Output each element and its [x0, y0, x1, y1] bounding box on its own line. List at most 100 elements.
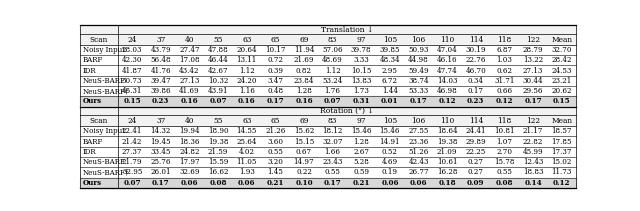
- Text: 0.07: 0.07: [124, 179, 141, 187]
- Text: 0.82: 0.82: [296, 66, 312, 74]
- Text: 30.44: 30.44: [523, 77, 543, 85]
- Text: Noisy Input: Noisy Input: [83, 46, 125, 54]
- Bar: [80, 25, 576, 34]
- Text: 17.08: 17.08: [179, 56, 200, 64]
- Text: 0.59: 0.59: [353, 168, 369, 176]
- Text: 0.18: 0.18: [438, 179, 456, 187]
- Text: 21.59: 21.59: [208, 148, 228, 156]
- Text: Ours: Ours: [83, 97, 102, 106]
- Text: 0.16: 0.16: [295, 97, 313, 106]
- Text: 48.69: 48.69: [322, 56, 343, 64]
- Text: 0.27: 0.27: [468, 168, 484, 176]
- Text: 114: 114: [468, 117, 483, 125]
- Text: 1.12: 1.12: [324, 66, 340, 74]
- Text: 39.86: 39.86: [150, 87, 171, 95]
- Text: 45.99: 45.99: [523, 148, 543, 156]
- Text: 0.21: 0.21: [353, 179, 370, 187]
- Text: 27.55: 27.55: [408, 127, 429, 135]
- Text: 1.12: 1.12: [239, 66, 255, 74]
- Text: 15.78: 15.78: [494, 158, 515, 166]
- Text: 6.72: 6.72: [382, 77, 398, 85]
- Text: Mean: Mean: [551, 117, 572, 125]
- Text: 27.47: 27.47: [179, 46, 200, 54]
- Text: 106: 106: [412, 35, 426, 43]
- Text: 69: 69: [300, 117, 308, 125]
- Text: 15.59: 15.59: [208, 158, 228, 166]
- Text: 0.23: 0.23: [467, 97, 484, 106]
- Text: 46.70: 46.70: [465, 66, 486, 74]
- Text: NeuS-BARF: NeuS-BARF: [83, 158, 125, 166]
- Text: 0.67: 0.67: [296, 148, 312, 156]
- Text: 0.09: 0.09: [467, 179, 484, 187]
- Text: 56.48: 56.48: [150, 56, 171, 64]
- Bar: [80, 157, 576, 167]
- Text: 55: 55: [213, 117, 223, 125]
- Text: 0.34: 0.34: [468, 77, 484, 85]
- Text: 0.17: 0.17: [324, 179, 341, 187]
- Text: 17.97: 17.97: [179, 158, 200, 166]
- Text: 30.19: 30.19: [465, 46, 486, 54]
- Text: 5.28: 5.28: [353, 158, 369, 166]
- Text: 105: 105: [383, 117, 397, 125]
- Text: 19.38: 19.38: [437, 138, 458, 146]
- Text: 0.08: 0.08: [209, 179, 227, 187]
- Text: 3.33: 3.33: [353, 56, 369, 64]
- Text: 30.73: 30.73: [122, 77, 143, 85]
- Bar: [80, 76, 576, 86]
- Text: 118: 118: [497, 117, 511, 125]
- Text: 15.02: 15.02: [552, 158, 572, 166]
- Text: 19.38: 19.38: [208, 138, 228, 146]
- Text: 22.76: 22.76: [465, 56, 486, 64]
- Text: 0.15: 0.15: [124, 97, 141, 106]
- Text: NeuS-BARF†: NeuS-BARF†: [83, 168, 129, 176]
- Text: 32.95: 32.95: [122, 168, 142, 176]
- Text: 31.71: 31.71: [494, 77, 515, 85]
- Text: 15.15: 15.15: [294, 138, 314, 146]
- Text: 46.16: 46.16: [437, 56, 458, 64]
- Text: 1.66: 1.66: [324, 148, 340, 156]
- Text: 14.55: 14.55: [237, 127, 257, 135]
- Text: 51.26: 51.26: [408, 148, 429, 156]
- Bar: [80, 136, 576, 147]
- Text: 24.53: 24.53: [552, 66, 572, 74]
- Text: 43.91: 43.91: [208, 87, 228, 95]
- Text: 21.79: 21.79: [122, 158, 143, 166]
- Bar: [80, 65, 576, 76]
- Text: 0.55: 0.55: [268, 148, 284, 156]
- Text: 57.06: 57.06: [323, 46, 343, 54]
- Text: 40: 40: [185, 35, 194, 43]
- Text: NeuS-BARF: NeuS-BARF: [83, 77, 125, 85]
- Text: 0.31: 0.31: [353, 97, 370, 106]
- Text: 41.87: 41.87: [122, 66, 143, 74]
- Text: 0.06: 0.06: [180, 179, 198, 187]
- Text: 45.31: 45.31: [122, 87, 142, 95]
- Text: 50.93: 50.93: [408, 46, 429, 54]
- Text: 24.82: 24.82: [179, 148, 200, 156]
- Text: Ours: Ours: [83, 179, 102, 187]
- Text: 18.90: 18.90: [208, 127, 228, 135]
- Text: 0.10: 0.10: [295, 179, 313, 187]
- Text: 21.42: 21.42: [122, 138, 142, 146]
- Text: 0.52: 0.52: [382, 148, 398, 156]
- Text: 1.76: 1.76: [324, 87, 340, 95]
- Text: 25.76: 25.76: [150, 158, 171, 166]
- Text: 0.16: 0.16: [238, 97, 255, 106]
- Text: 28.42: 28.42: [552, 56, 572, 64]
- Text: 15.62: 15.62: [294, 127, 314, 135]
- Text: 65: 65: [271, 117, 280, 125]
- Text: 0.16: 0.16: [180, 97, 198, 106]
- Text: 18.83: 18.83: [523, 168, 543, 176]
- Text: 41.76: 41.76: [150, 66, 171, 74]
- Text: 14.97: 14.97: [294, 158, 314, 166]
- Text: 15.46: 15.46: [380, 127, 400, 135]
- Text: 0.15: 0.15: [553, 97, 570, 106]
- Text: 0.07: 0.07: [324, 97, 341, 106]
- Text: 21.17: 21.17: [523, 127, 543, 135]
- Text: 37: 37: [156, 35, 166, 43]
- Text: 0.48: 0.48: [268, 87, 284, 95]
- Text: 24.20: 24.20: [236, 77, 257, 85]
- Text: 97: 97: [356, 117, 366, 125]
- Text: IDR: IDR: [83, 148, 96, 156]
- Text: 114: 114: [468, 35, 483, 43]
- Text: 1.93: 1.93: [239, 168, 255, 176]
